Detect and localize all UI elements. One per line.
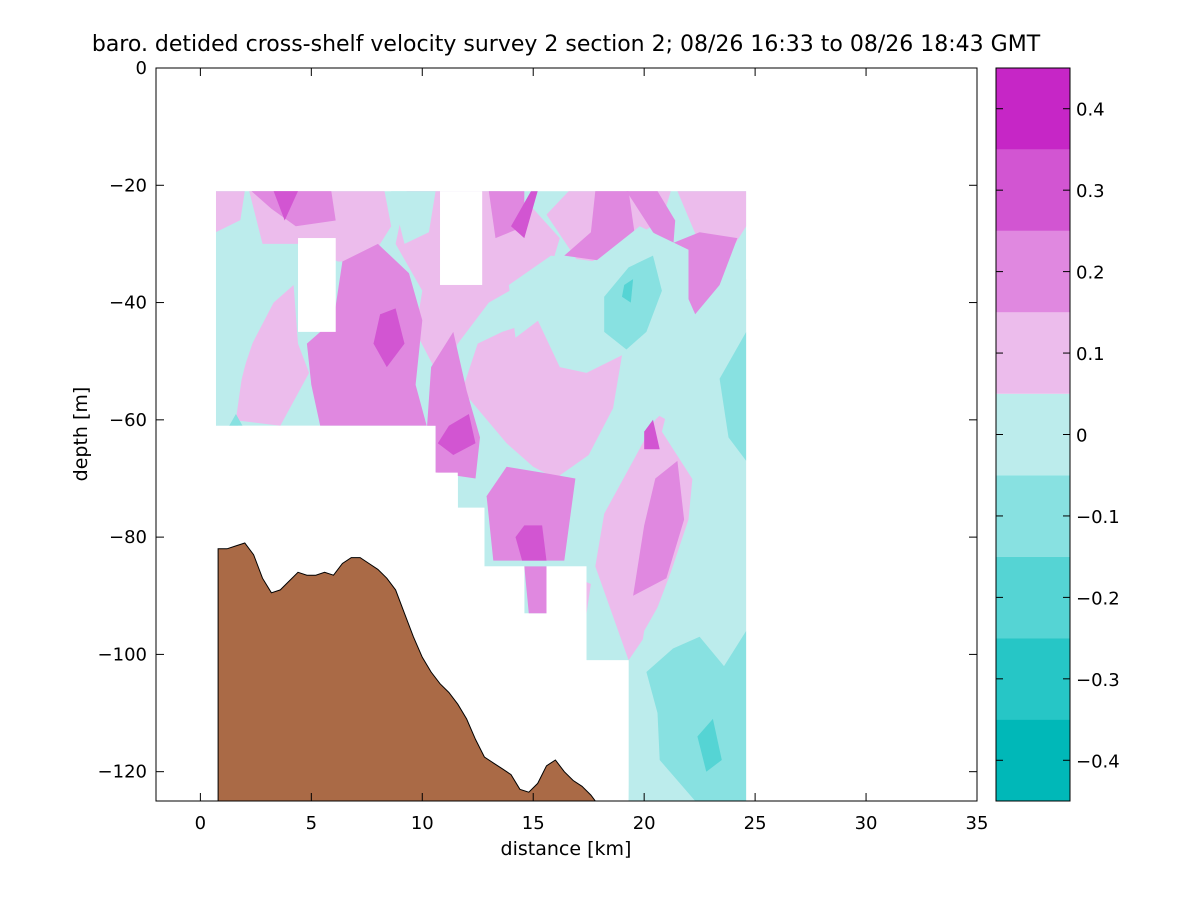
contour-patch-0p05 <box>215 191 245 233</box>
colorbar-band <box>996 719 1070 801</box>
chart-title: baro. detided cross-shelf velocity surve… <box>92 32 1041 57</box>
data-gaps <box>298 191 483 332</box>
x-axis-label: distance [km] <box>501 838 632 860</box>
colorbar-tick-label: 0.1 <box>1076 344 1105 365</box>
colorbar-tick-label: −0.4 <box>1076 751 1120 772</box>
colorbar-band <box>996 475 1070 557</box>
contour-patch-neg0p15 <box>719 331 747 461</box>
colorbar-tick-label: 0.4 <box>1076 100 1105 121</box>
y-axis: 0 −20 −40 −60 −80 −100 −120 <box>98 58 977 783</box>
colorbar-tick-label: 0.3 <box>1076 181 1105 202</box>
contour-patch-0p05 <box>462 320 622 479</box>
contour-patch-0p05 <box>231 285 310 426</box>
plot-frame <box>155 67 978 802</box>
contour-patch-neg0p15 <box>229 414 243 426</box>
colorbar-tick-label: 0 <box>1076 426 1087 447</box>
x-tick-label: 10 <box>411 813 434 834</box>
seafloor-bathymetry <box>217 542 596 801</box>
colorbar: 0.4 0.3 0.2 0.1 0 −0.1 −0.2 −0.3 −0.4 <box>995 67 1120 802</box>
colorbar-band <box>996 312 1070 394</box>
contour-patch-0p25 <box>437 414 476 455</box>
data-gap <box>440 191 483 285</box>
data-gap <box>298 238 336 332</box>
x-tick-label: 25 <box>744 813 767 834</box>
colorbar-tick-label: −0.3 <box>1076 670 1120 691</box>
colorbar-band <box>996 149 1070 231</box>
colorbar-tick-label: 0.2 <box>1076 263 1105 284</box>
contour-patch-0p15 <box>524 566 547 614</box>
y-tick-label: −80 <box>109 527 147 548</box>
y-tick-label: −40 <box>109 293 147 314</box>
x-axis: 0 5 10 15 20 25 30 35 <box>195 68 989 834</box>
contour-patch-0p25 <box>644 419 660 450</box>
contour-patch-neg0p15 <box>604 255 662 350</box>
x-tick-label: 30 <box>855 813 878 834</box>
y-tick-label: −60 <box>109 410 147 431</box>
colorbar-tick-label: −0.2 <box>1076 588 1120 609</box>
contour-patch-0p15 <box>486 466 576 561</box>
contour-patch-0p15 <box>633 460 685 596</box>
contour-patch-0p25 <box>515 525 547 561</box>
contour-patch-neg0p25 <box>622 279 634 303</box>
contour-patch-0p15 <box>626 191 676 250</box>
plot-area <box>215 191 747 801</box>
contour-patch-0p15 <box>306 243 427 426</box>
colorbar-band <box>996 638 1070 720</box>
velocity-contour-field <box>215 191 747 801</box>
contour-patch-0p15 <box>251 191 336 227</box>
contour-patch-neg0p05 <box>391 191 436 244</box>
colorbar-band <box>996 68 1070 150</box>
x-tick-label: 0 <box>195 813 206 834</box>
colorbar-band <box>996 230 1070 313</box>
contour-patch-neg0p25 <box>697 718 722 772</box>
x-tick-label: 35 <box>966 813 989 834</box>
x-tick-label: 20 <box>633 813 656 834</box>
contour-patch-neg0p05 <box>215 214 272 426</box>
colorbar-tick-label: −0.1 <box>1076 507 1120 528</box>
colorbar-band <box>996 556 1070 639</box>
y-tick-label: −20 <box>109 175 147 196</box>
x-tick-label: 15 <box>522 813 545 834</box>
contour-patch-0p25 <box>373 308 405 368</box>
y-tick-label: 0 <box>136 58 147 79</box>
colorbar-band <box>996 393 1070 476</box>
contour-patch-0p25 <box>511 191 538 239</box>
y-tick-label: −100 <box>98 644 147 665</box>
y-tick-label: −120 <box>98 762 147 783</box>
seafloor-layer <box>217 542 596 801</box>
contour-patch-0p25 <box>273 191 298 221</box>
y-axis-label: depth [m] <box>70 387 92 482</box>
x-tick-label: 5 <box>306 813 317 834</box>
